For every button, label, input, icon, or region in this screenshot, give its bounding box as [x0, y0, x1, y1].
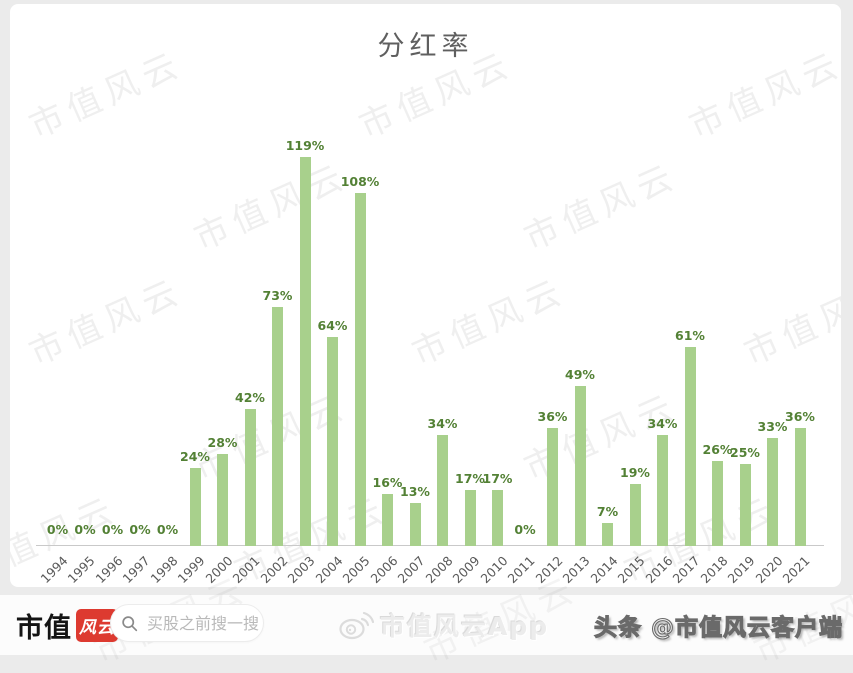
chart-card: 市值风云 市值风云 市值风云 市值风云 市值风云 市值风云 市值风云 市值风云 市值风云 市值风云…	[10, 4, 841, 587]
data-label-1998: 0%	[156, 521, 179, 537]
data-label-1995: 0%	[74, 521, 96, 537]
data-label-1997: 0%	[129, 521, 151, 537]
watermark-text: 市值风云	[738, 270, 841, 374]
bar-2010	[492, 489, 503, 546]
bar-2013	[574, 385, 586, 546]
bar-2000	[217, 453, 228, 546]
data-label-2011: 0%	[514, 521, 536, 537]
data-label-1999: 24%	[180, 448, 210, 464]
bar-2020	[767, 437, 778, 546]
bar-1999	[189, 467, 201, 546]
watermark-text: 市值风云	[518, 155, 685, 259]
data-label-2000: 28%	[207, 434, 238, 450]
data-label-2010: 17%	[482, 470, 513, 486]
data-label-2012: 36%	[537, 408, 568, 424]
weibo-icon	[339, 611, 374, 640]
data-label-2013: 49%	[565, 366, 595, 382]
data-label-2001: 42%	[235, 389, 265, 405]
data-label-2005: 108%	[340, 173, 380, 189]
attribution-text: 头条 @市值风云客户端	[593, 614, 843, 641]
bar-2009	[464, 489, 476, 546]
data-label-2015: 19%	[620, 464, 650, 480]
bar-2008	[437, 434, 448, 546]
bar-2019	[739, 463, 751, 546]
bar-2004	[327, 336, 338, 546]
bar-2021	[794, 427, 806, 546]
bar-2017	[684, 346, 696, 546]
data-label-2014: 7%	[596, 503, 619, 519]
app-watermark-text: 市值风云App	[380, 612, 550, 641]
bar-2016	[657, 434, 668, 546]
bar-2015	[629, 483, 641, 546]
watermark-text: 市值风云	[188, 155, 355, 259]
data-label-2008: 34%	[427, 415, 458, 431]
search-icon	[122, 615, 138, 631]
data-label-2002: 73%	[262, 287, 293, 303]
data-label-2018: 26%	[702, 441, 733, 457]
bar-2007	[409, 502, 421, 546]
watermark-text: 市值风云	[23, 270, 190, 374]
bar-2012	[547, 427, 558, 546]
search-pill[interactable]	[110, 604, 267, 642]
bar-2002	[272, 306, 283, 546]
x-axis-line	[36, 545, 824, 546]
bar-2006	[382, 493, 393, 546]
data-label-2020: 33%	[757, 418, 788, 434]
app-watermark: 市值风云App	[338, 605, 549, 645]
data-label-2006: 16%	[372, 474, 403, 490]
brand-text: 市值	[16, 612, 72, 644]
data-label-1996: 0%	[101, 521, 124, 537]
bar-2005	[354, 192, 366, 546]
data-label-2021: 36%	[785, 408, 815, 424]
watermark-text: 市值风云	[406, 270, 573, 374]
data-label-2003: 119%	[285, 137, 325, 153]
bar-2001	[244, 408, 256, 546]
search-input[interactable]	[145, 612, 267, 634]
bar-2018	[712, 460, 723, 546]
data-label-2017: 61%	[675, 327, 705, 343]
bar-2003	[299, 156, 311, 546]
chart-title: 分红率	[377, 31, 474, 62]
data-label-1994: 0%	[46, 521, 69, 537]
data-label-2007: 13%	[400, 483, 430, 499]
page: { "watermark_text": "市值风云", "chart_data"…	[0, 4, 853, 672]
data-label-2019: 25%	[730, 444, 760, 460]
data-label-2004: 64%	[317, 317, 348, 333]
bar-2014	[602, 522, 613, 546]
data-label-2009: 17%	[455, 470, 485, 486]
brand-logo: 市值 风云	[16, 603, 118, 647]
data-label-2016: 34%	[647, 415, 678, 431]
